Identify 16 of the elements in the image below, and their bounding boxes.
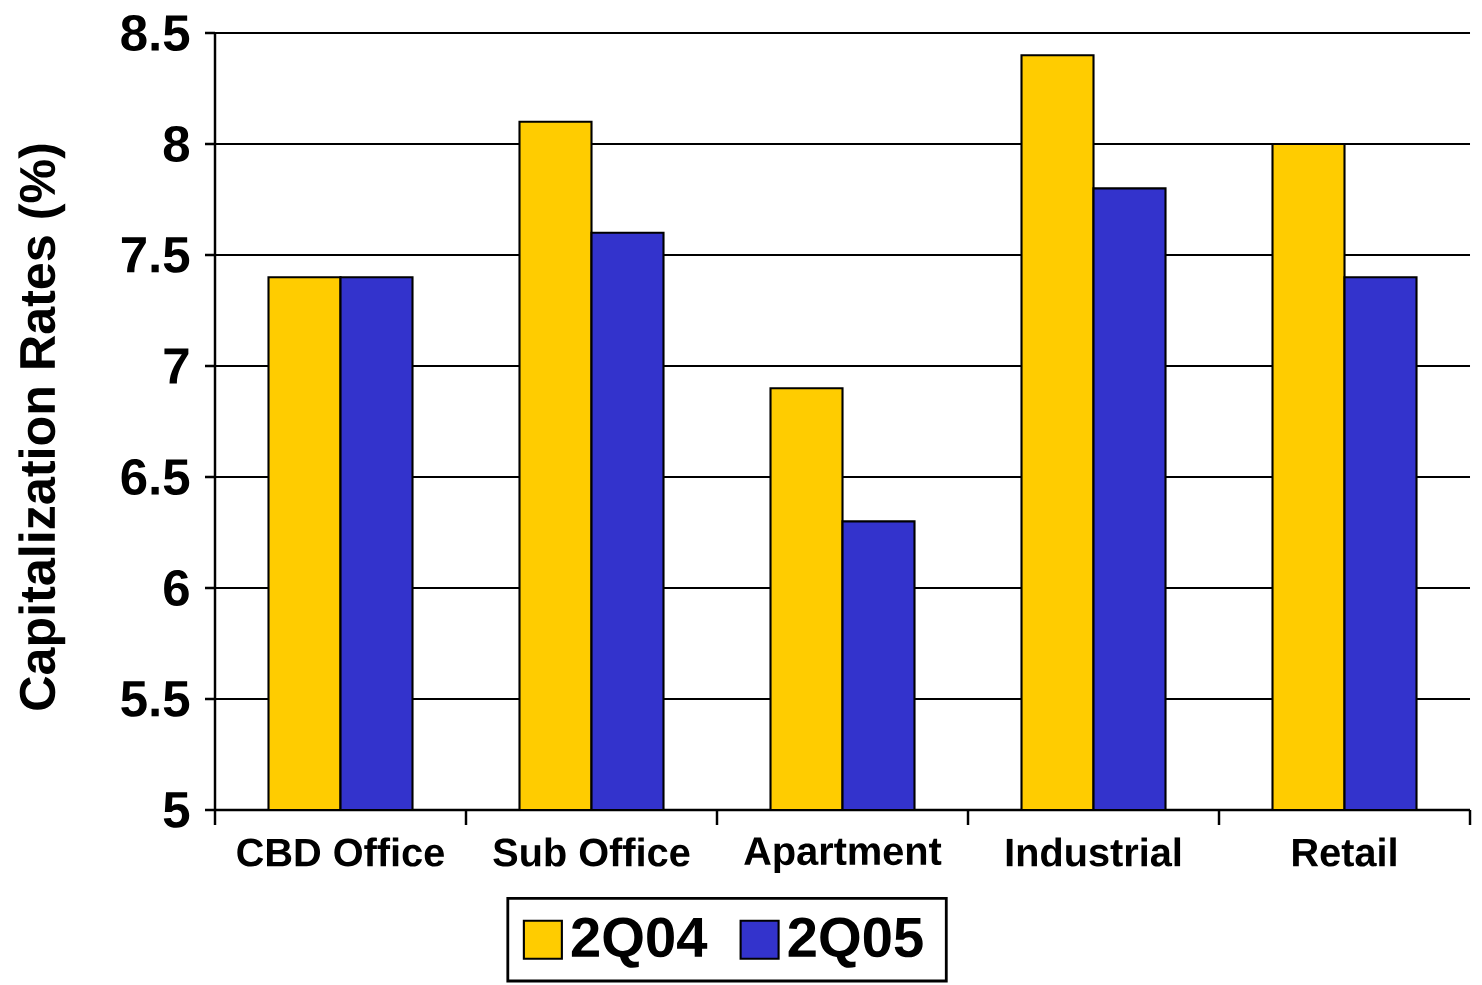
legend-label: 2Q04 [571, 917, 708, 968]
y-tick-label: 7.5 [121, 237, 190, 273]
x-tick-label: CBD Office [237, 837, 444, 867]
x-tick-label: Retail [1293, 837, 1396, 867]
y-tick-label: 8 [163, 125, 190, 163]
legend-label: 2Q05 [788, 917, 923, 968]
x-tick-label: Sub Office [493, 837, 690, 867]
y-tick-label: 6 [164, 569, 189, 607]
x-tick-label: Industrial [1006, 837, 1181, 867]
x-tick-label: Apartment [744, 837, 942, 873]
y-tick-label: 5.5 [121, 681, 190, 717]
y-tick-label: 8.5 [121, 14, 190, 52]
y-tick-label: 6.5 [121, 458, 190, 496]
y-tick-label: 5 [163, 792, 190, 828]
y-tick-label: 7 [164, 348, 189, 384]
y-axis-title: Capitalization Rates (%) [18, 144, 66, 710]
